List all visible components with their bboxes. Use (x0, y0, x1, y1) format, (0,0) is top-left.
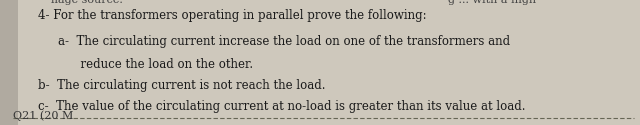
Bar (0, 0, 18, 125)
Text: Q21 (20 M: Q21 (20 M (13, 110, 73, 120)
Text: a-  The circulating current increase the load on one of the transformers and: a- The circulating current increase the … (58, 35, 509, 48)
Text: c-  The value of the circulating current at no-load is greater than its value at: c- The value of the circulating current … (38, 100, 526, 113)
Text: 4- For the transformers operating in parallel prove the following:: 4- For the transformers operating in par… (38, 9, 427, 22)
Text: b-  The circulating current is not reach the load.: b- The circulating current is not reach … (38, 79, 326, 92)
Text: g ... with a high: g ... with a high (448, 0, 536, 5)
Text: llage source.: llage source. (51, 0, 123, 5)
Text: reduce the load on the other.: reduce the load on the other. (58, 58, 253, 70)
